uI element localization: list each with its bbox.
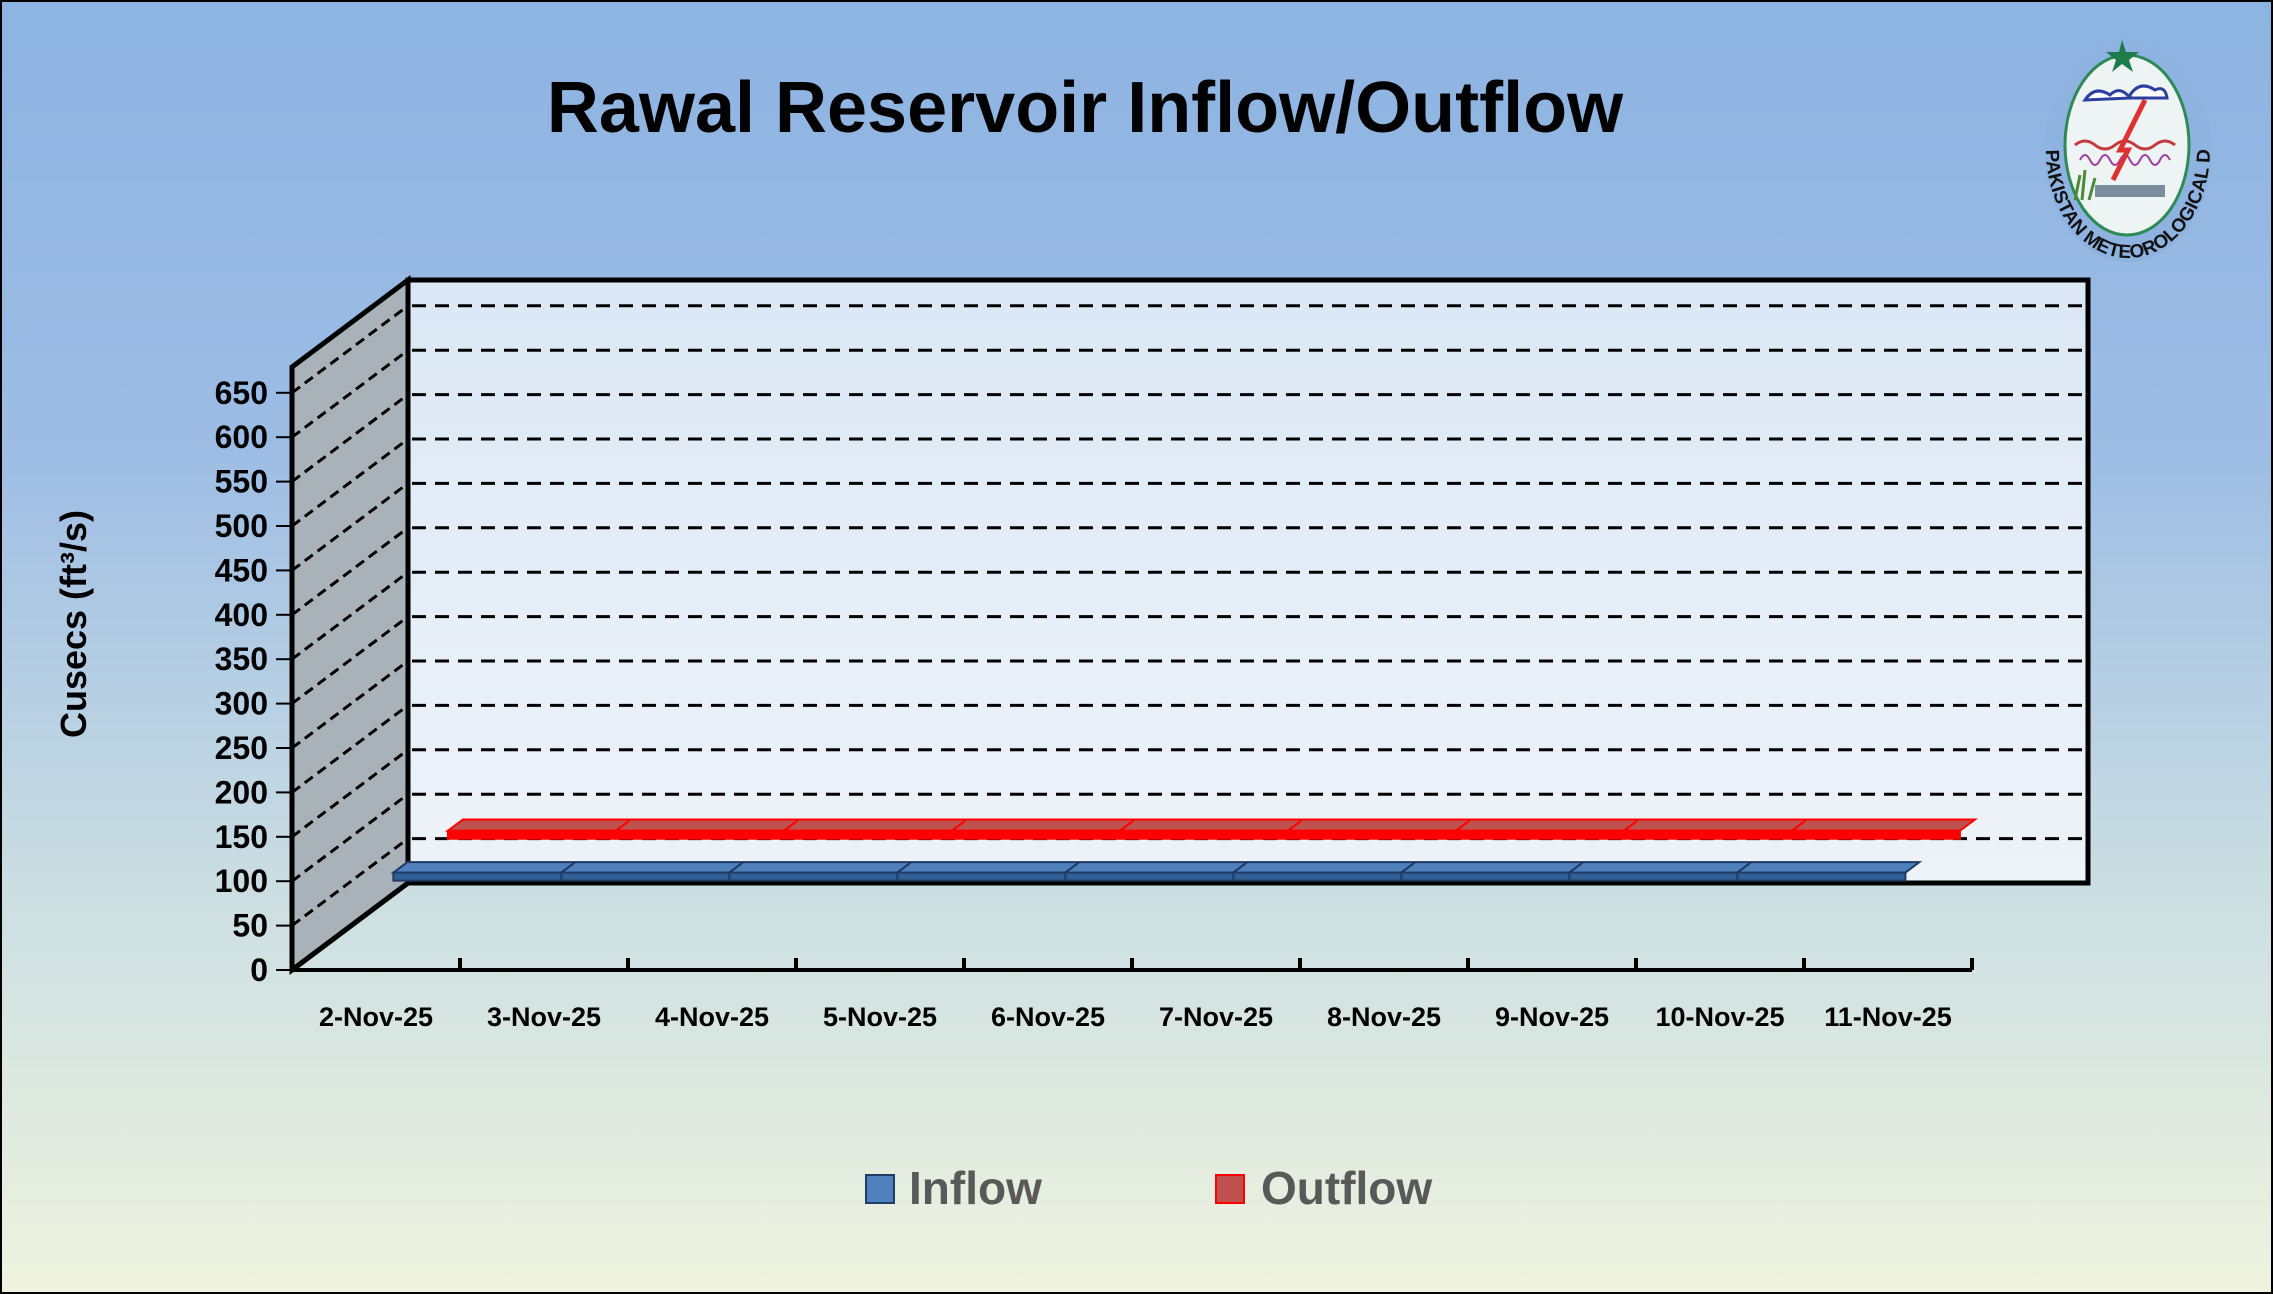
y-tick-label: 400: [215, 597, 268, 633]
series-segment-top: [1620, 818, 1810, 832]
series-segment-front: [1286, 829, 1457, 840]
y-tick-label: 500: [215, 508, 268, 544]
y-tick-label: 200: [215, 774, 268, 810]
x-tick-label: 9-Nov-25: [1495, 1002, 1609, 1032]
side-gridline: [291, 304, 409, 394]
series-segment-front: [896, 871, 1067, 882]
side-gridline: [291, 393, 409, 483]
side-gridline: [291, 837, 409, 927]
y-tick-label: 250: [215, 730, 268, 766]
x-axis-ticks: 2-Nov-25 3-Nov-25 4-Nov-25 5-Nov-25 6-Nov-25…: [319, 1002, 1952, 1032]
side-gridline: [291, 793, 409, 883]
y-tick-label: 350: [215, 641, 268, 677]
floor-edge: [290, 881, 410, 972]
series-segment-top: [1398, 861, 1587, 874]
y-tick-label: 300: [215, 686, 268, 722]
series-segment-top: [894, 861, 1083, 874]
series-segment-top: [1062, 861, 1251, 874]
series-segment-front: [1400, 871, 1571, 882]
y-tick-label: 650: [215, 375, 268, 411]
legend: Inflow Outflow: [865, 1162, 1432, 1214]
series-segment-front: [1736, 871, 1907, 882]
star-icon: [2106, 40, 2139, 72]
x-tick-label: 8-Nov-25: [1327, 1002, 1441, 1032]
series-inflow: [390, 861, 1923, 882]
y-tick-label: 150: [215, 819, 268, 855]
y-axis-ticks: 0 50 100 150 200 250 300 350 400 450 500 550 600 650: [215, 375, 292, 988]
series-segment-front: [1064, 871, 1235, 882]
series-segment-top: [1230, 861, 1419, 874]
legend-label-outflow: Outflow: [1261, 1162, 1432, 1214]
y-tick-label: 100: [215, 863, 268, 899]
series-segment-front: [1622, 829, 1793, 840]
series-segment-top: [1734, 861, 1923, 874]
legend-swatch-outflow: [1215, 1174, 1245, 1204]
y-tick-label: 600: [215, 419, 268, 455]
x-tick-label: 4-Nov-25: [655, 1002, 769, 1032]
series-segment-top: [1116, 818, 1306, 832]
series-segment-front: [446, 829, 617, 840]
side-gridline: [291, 704, 409, 794]
series-segment-top: [612, 818, 803, 832]
side-gridline: [291, 482, 409, 572]
back-wall: [405, 277, 2091, 886]
series-segment-front: [728, 871, 899, 882]
chart-title: Rawal Reservoir Inflow/Outflow: [547, 68, 1624, 148]
legend-swatch-inflow: [865, 1174, 895, 1204]
series-outflow: [444, 818, 1978, 840]
x-tick-label: 3-Nov-25: [487, 1002, 601, 1032]
series-segment-front: [614, 829, 785, 840]
series-segment-front: [1790, 829, 1961, 840]
side-gridline: [291, 437, 409, 528]
series-segment-front: [1232, 871, 1403, 882]
series-segment-front: [392, 871, 563, 882]
side-gridline: [291, 615, 409, 705]
side-gridline: [291, 349, 409, 439]
series-segment-front: [782, 829, 953, 840]
series-segment-front: [560, 871, 731, 882]
side-gridline: [291, 659, 409, 750]
series-segment-top: [558, 861, 747, 874]
side-gridline: [291, 526, 409, 616]
y-tick-label: 550: [215, 464, 268, 500]
series-segment-top: [444, 818, 635, 832]
series-segment-top: [1788, 818, 1978, 832]
series-segment-top: [948, 818, 1138, 832]
x-tick-label: 11-Nov-25: [1824, 1002, 1952, 1032]
legend-item-inflow[interactable]: Inflow: [865, 1162, 1042, 1214]
series-segment-top: [1566, 861, 1755, 874]
series-segment-top: [390, 861, 579, 874]
y-tick-label: 50: [232, 908, 268, 944]
series-segment-top: [780, 818, 971, 832]
x-tick-label: 2-Nov-25: [319, 1002, 433, 1032]
series-segment-top: [1452, 818, 1642, 832]
series-segment-top: [1284, 818, 1474, 832]
legend-label-inflow: Inflow: [909, 1162, 1042, 1214]
x-tick-label: 5-Nov-25: [823, 1002, 937, 1032]
series-segment-front: [1454, 829, 1625, 840]
legend-item-outflow[interactable]: Outflow: [1215, 1162, 1432, 1214]
y-tick-label: 0: [250, 952, 268, 988]
y-tick-label: 450: [215, 552, 268, 588]
side-gridline: [291, 571, 409, 661]
x-tick-label: 7-Nov-25: [1159, 1002, 1273, 1032]
series-segment-front: [1118, 829, 1289, 840]
x-tick-label: 10-Nov-25: [1655, 1002, 1784, 1032]
x-tick-label: 6-Nov-25: [991, 1002, 1105, 1032]
side-gridline: [291, 748, 409, 838]
plot-area: [289, 275, 2091, 975]
series-segment-front: [1568, 871, 1739, 882]
y-axis-title: Cusecs (ft³/s): [53, 510, 94, 738]
series-segment-front: [950, 829, 1121, 840]
series-segment-top: [726, 861, 915, 874]
